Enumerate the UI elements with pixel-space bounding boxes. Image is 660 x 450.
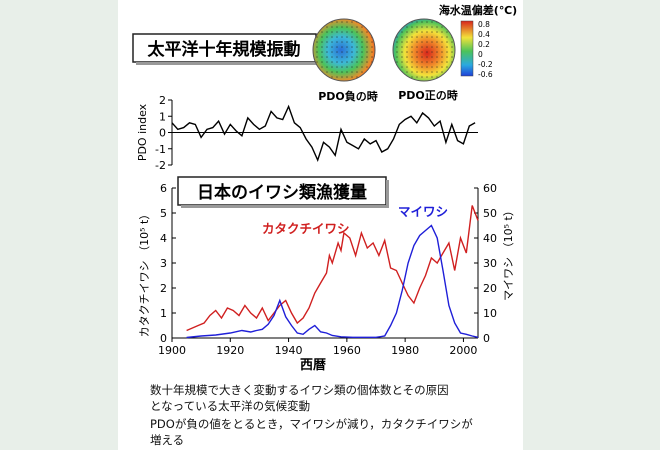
pdo-y-tick-label: -2: [155, 159, 166, 172]
right-y-tick-label: 60: [483, 182, 497, 195]
globe-pdo-negative: [312, 18, 376, 82]
caption-line-3: PDOが負の値をとるとき，マイワシが減り，カタクチイワシが: [150, 417, 473, 431]
legend-tick-label: -0.2: [478, 60, 493, 69]
globe-positive-label: PDO正の時: [398, 88, 458, 102]
sardine-series-line: [186, 224, 479, 339]
legend-tick-label: 0: [478, 50, 483, 59]
legend-tick-label: -0.6: [478, 70, 493, 79]
globe-negative-label: PDO負の時: [318, 89, 378, 103]
legend-title: 海水温偏差(℃): [439, 3, 517, 17]
x-tick-label: 1940: [275, 344, 303, 357]
right-y-axis-label: マイワシ （10⁵ t）: [502, 205, 515, 301]
pdo-chart: -2 -1 0 1 2 PDO index: [136, 94, 478, 172]
pdo-title: 太平洋十年規模振動: [148, 39, 301, 60]
right-y-tick-label: 20: [483, 282, 497, 295]
right-y-tick-label: 50: [483, 207, 497, 220]
left-y-tick-label: 2: [160, 282, 167, 295]
x-axis-label: 西暦: [300, 358, 326, 373]
pdo-y-tick-label: 0: [159, 127, 166, 140]
caption-line-4: 増える: [150, 433, 185, 447]
color-bar: [460, 20, 474, 77]
right-y-tick-label: 30: [483, 257, 497, 270]
sardine-title: 日本のイワシ類漁獲量: [197, 182, 367, 203]
x-tick-label: 1980: [391, 344, 419, 357]
pdo-y-tick-label: 2: [159, 94, 166, 107]
pdo-index-line: [171, 104, 476, 163]
right-y-tick-label: 0: [483, 332, 490, 345]
pdo-y-tick-label: 1: [159, 110, 166, 123]
legend-tick-label: 0.8: [478, 20, 490, 29]
left-y-tick-label: 4: [160, 232, 167, 245]
legend-ticks: 0.80.40.20-0.2-0.6: [478, 20, 493, 79]
caption-line-2: となっている太平洋の気候変動: [150, 399, 311, 413]
sardine-title-box: 日本のイワシ類漁獲量: [177, 176, 389, 208]
right-y-tick-label: 40: [483, 232, 497, 245]
left-y-tick-label: 5: [160, 207, 167, 220]
left-y-axis-label: カタクチイワシ （10⁵ t）: [138, 209, 151, 338]
left-y-tick-label: 1: [160, 307, 167, 320]
pdo-y-tick-label: -1: [155, 143, 166, 156]
anchovy-series-label: カタクチイワシ: [262, 221, 350, 236]
figure-panel: [118, 0, 523, 450]
pdo-y-axis-label: PDO index: [136, 103, 149, 161]
right-y-tick-label: 10: [483, 307, 497, 320]
globe-pdo-positive: [392, 18, 456, 82]
left-y-tick-label: 0: [160, 332, 167, 345]
x-tick-label: 1960: [333, 344, 361, 357]
x-tick-label: 2000: [449, 344, 477, 357]
sardine-series-label: マイワシ: [398, 204, 448, 219]
pdo-title-box: 太平洋十年規模振動: [132, 33, 319, 65]
anchovy-series-line: [186, 205, 479, 332]
x-tick-label: 1920: [216, 344, 244, 357]
x-tick-label: 1900: [158, 344, 186, 357]
caption-line-1: 数十年規模で大きく変動するイワシ類の個体数とその原因: [150, 383, 449, 397]
left-y-tick-label: 3: [160, 257, 167, 270]
left-y-tick-label: 6: [160, 182, 167, 195]
legend-tick-label: 0.4: [478, 30, 490, 39]
legend-tick-label: 0.2: [478, 40, 490, 49]
